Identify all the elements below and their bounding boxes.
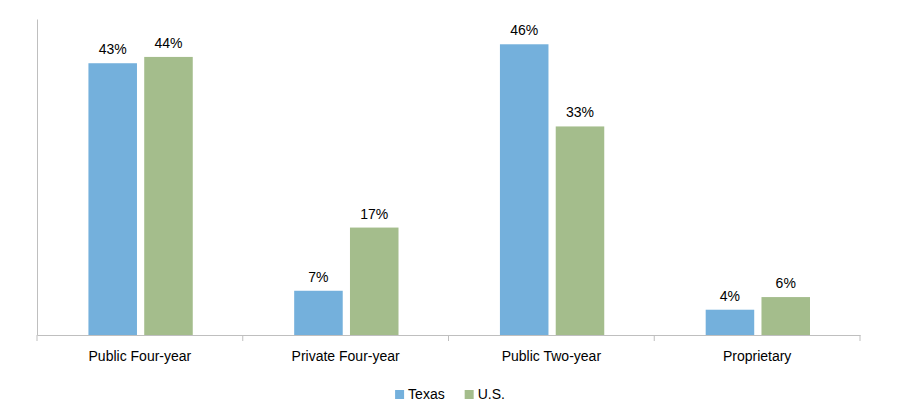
legend-swatch <box>395 390 404 399</box>
y-axis-line <box>37 20 38 336</box>
legend-item: U.S. <box>465 386 505 402</box>
bar <box>294 291 343 335</box>
bars <box>88 44 810 335</box>
bar <box>350 228 399 335</box>
data-label: 17% <box>360 206 388 222</box>
data-label: 4% <box>720 288 740 304</box>
data-label: 7% <box>308 269 328 285</box>
bar <box>144 57 193 335</box>
chart: 43% 7% 46% 4% 44% 17% 33% 6% Public Four-year Pri… <box>0 0 900 415</box>
data-label: 46% <box>510 22 538 38</box>
category-divider <box>860 335 861 341</box>
legend-swatch <box>465 390 474 399</box>
x-axis: Public Four-year Private Four-year Public … <box>37 335 861 364</box>
x-tick-label: Private Four-year <box>292 348 400 364</box>
plot: 43% 7% 46% 4% 44% 17% 33% 6% Public Four-year Pri… <box>37 20 861 364</box>
bar <box>706 310 755 335</box>
legend: Texas U.S. <box>395 386 505 402</box>
category-divider <box>242 335 243 341</box>
category-divider <box>654 335 655 341</box>
y-axis <box>37 20 38 336</box>
x-tick-label: Public Two-year <box>502 348 602 364</box>
x-tick: Public Two-year <box>502 335 602 364</box>
bar <box>556 126 605 335</box>
data-labels: 43% 7% 46% 4% 44% 17% 33% 6% <box>99 22 796 303</box>
data-label: 44% <box>154 35 182 51</box>
x-tick-label: Proprietary <box>723 348 791 364</box>
bar <box>88 63 137 335</box>
bar <box>761 297 810 335</box>
bar <box>500 44 549 335</box>
data-label: 43% <box>99 41 127 57</box>
x-tick-label: Public Four-year <box>89 348 192 364</box>
legend-label: Texas <box>408 386 445 402</box>
category-divider <box>448 335 449 341</box>
data-label: 33% <box>566 104 594 120</box>
legend-label: U.S. <box>478 386 505 402</box>
x-tick: Private Four-year <box>292 335 400 364</box>
x-tick: Proprietary <box>723 335 791 364</box>
x-tick: Public Four-year <box>89 335 192 364</box>
category-divider <box>37 335 38 341</box>
data-label: 6% <box>776 275 796 291</box>
legend-item: Texas <box>395 386 445 402</box>
